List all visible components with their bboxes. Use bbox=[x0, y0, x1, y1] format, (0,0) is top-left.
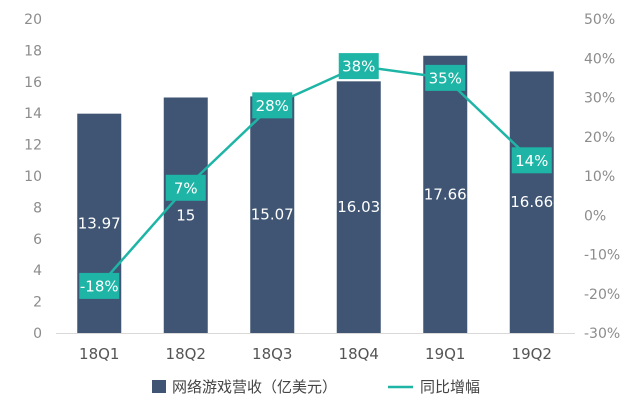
growth-label-box bbox=[79, 272, 120, 299]
growth-label-text: 7% bbox=[174, 179, 198, 197]
growth-label-box bbox=[425, 64, 466, 91]
x-axis: 18Q1 18Q2 18Q3 18Q4 19Q1 19Q2 bbox=[79, 345, 552, 363]
y-right-tick-label: -20% bbox=[584, 287, 620, 303]
growth-value-label: 7% bbox=[165, 174, 206, 201]
growth-label-text: 28% bbox=[256, 97, 289, 115]
bar-value-label: 16.66 bbox=[510, 193, 553, 211]
y-right-tick-label: 10% bbox=[584, 169, 615, 185]
y-right-tick-label: -10% bbox=[584, 248, 620, 264]
y-left-tick-label: 6 bbox=[33, 232, 42, 248]
growth-value-label: 38% bbox=[338, 53, 379, 80]
growth-label-box bbox=[338, 53, 379, 80]
y-right-tick-label: 0% bbox=[584, 208, 606, 224]
x-tick-label: 19Q1 bbox=[425, 345, 465, 363]
y-left-tick-label: 4 bbox=[33, 263, 42, 279]
growth-label-text: 35% bbox=[429, 69, 462, 87]
growth-value-label: 28% bbox=[252, 92, 293, 119]
legend: 网络游戏营收（亿美元） 同比增幅 bbox=[152, 378, 480, 396]
growth-label-box bbox=[511, 147, 552, 174]
bar bbox=[163, 97, 208, 333]
y-left-tick-label: 20 bbox=[24, 12, 42, 28]
bar-series bbox=[77, 55, 554, 334]
y-right-tick-label: 20% bbox=[584, 130, 615, 146]
x-tick-label: 19Q2 bbox=[512, 345, 552, 363]
y-right-tick-label: 30% bbox=[584, 91, 615, 107]
y-right-tick-label: 40% bbox=[584, 51, 615, 67]
legend-label-growth: 同比增幅 bbox=[420, 378, 480, 396]
growth-value-label: 14% bbox=[511, 147, 552, 174]
x-tick-label: 18Q2 bbox=[166, 345, 206, 363]
y-left-tick-label: 2 bbox=[33, 295, 42, 311]
line-value-labels: -18% 7% 28% 38% 35% 14% bbox=[79, 53, 552, 299]
bar bbox=[336, 81, 381, 333]
bar-value-label: 13.97 bbox=[78, 214, 121, 232]
bar bbox=[423, 55, 468, 333]
growth-label-box bbox=[165, 174, 206, 201]
y-right-tick-label: 50% bbox=[584, 12, 615, 28]
x-tick-label: 18Q4 bbox=[339, 345, 379, 363]
bar-value-label: 16.03 bbox=[337, 198, 380, 216]
bar-value-label: 15.07 bbox=[251, 206, 294, 224]
y-left-tick-label: 10 bbox=[24, 169, 42, 185]
y-left-tick-label: 12 bbox=[24, 138, 42, 154]
y-left-tick-label: 8 bbox=[33, 200, 42, 216]
x-tick-label: 18Q1 bbox=[79, 345, 119, 363]
growth-label-text: 38% bbox=[342, 58, 375, 76]
line-series bbox=[96, 63, 535, 289]
legend-swatch-revenue bbox=[152, 380, 166, 393]
growth-value-label: 35% bbox=[425, 64, 466, 91]
growth-value-label: -18% bbox=[79, 272, 120, 299]
y-left-tick-label: 16 bbox=[24, 75, 42, 91]
legend-label-revenue: 网络游戏营收（亿美元） bbox=[172, 378, 337, 396]
y-left-tick-label: 14 bbox=[24, 106, 42, 122]
bar bbox=[509, 71, 554, 334]
x-tick-label: 18Q3 bbox=[252, 345, 292, 363]
growth-label-text: 14% bbox=[515, 152, 548, 170]
growth-label-box bbox=[252, 92, 293, 119]
left-axis: 0 2 4 6 8 10 12 14 16 18 20 bbox=[24, 12, 42, 342]
growth-label-text: -18% bbox=[80, 277, 119, 295]
right-axis: -30% -20% -10% 0% 10% 20% 30% 40% 50% bbox=[584, 12, 620, 342]
y-left-tick-label: 0 bbox=[33, 326, 42, 342]
y-left-tick-label: 18 bbox=[24, 43, 42, 59]
y-right-tick-label: -30% bbox=[584, 326, 620, 342]
bar-value-label: 15 bbox=[176, 206, 195, 224]
bar-value-label: 17.66 bbox=[424, 185, 467, 203]
growth-line bbox=[98, 64, 533, 287]
bar-value-labels: 13.97 15 15.07 16.03 17.66 16.66 bbox=[78, 185, 553, 232]
bar bbox=[250, 96, 295, 333]
